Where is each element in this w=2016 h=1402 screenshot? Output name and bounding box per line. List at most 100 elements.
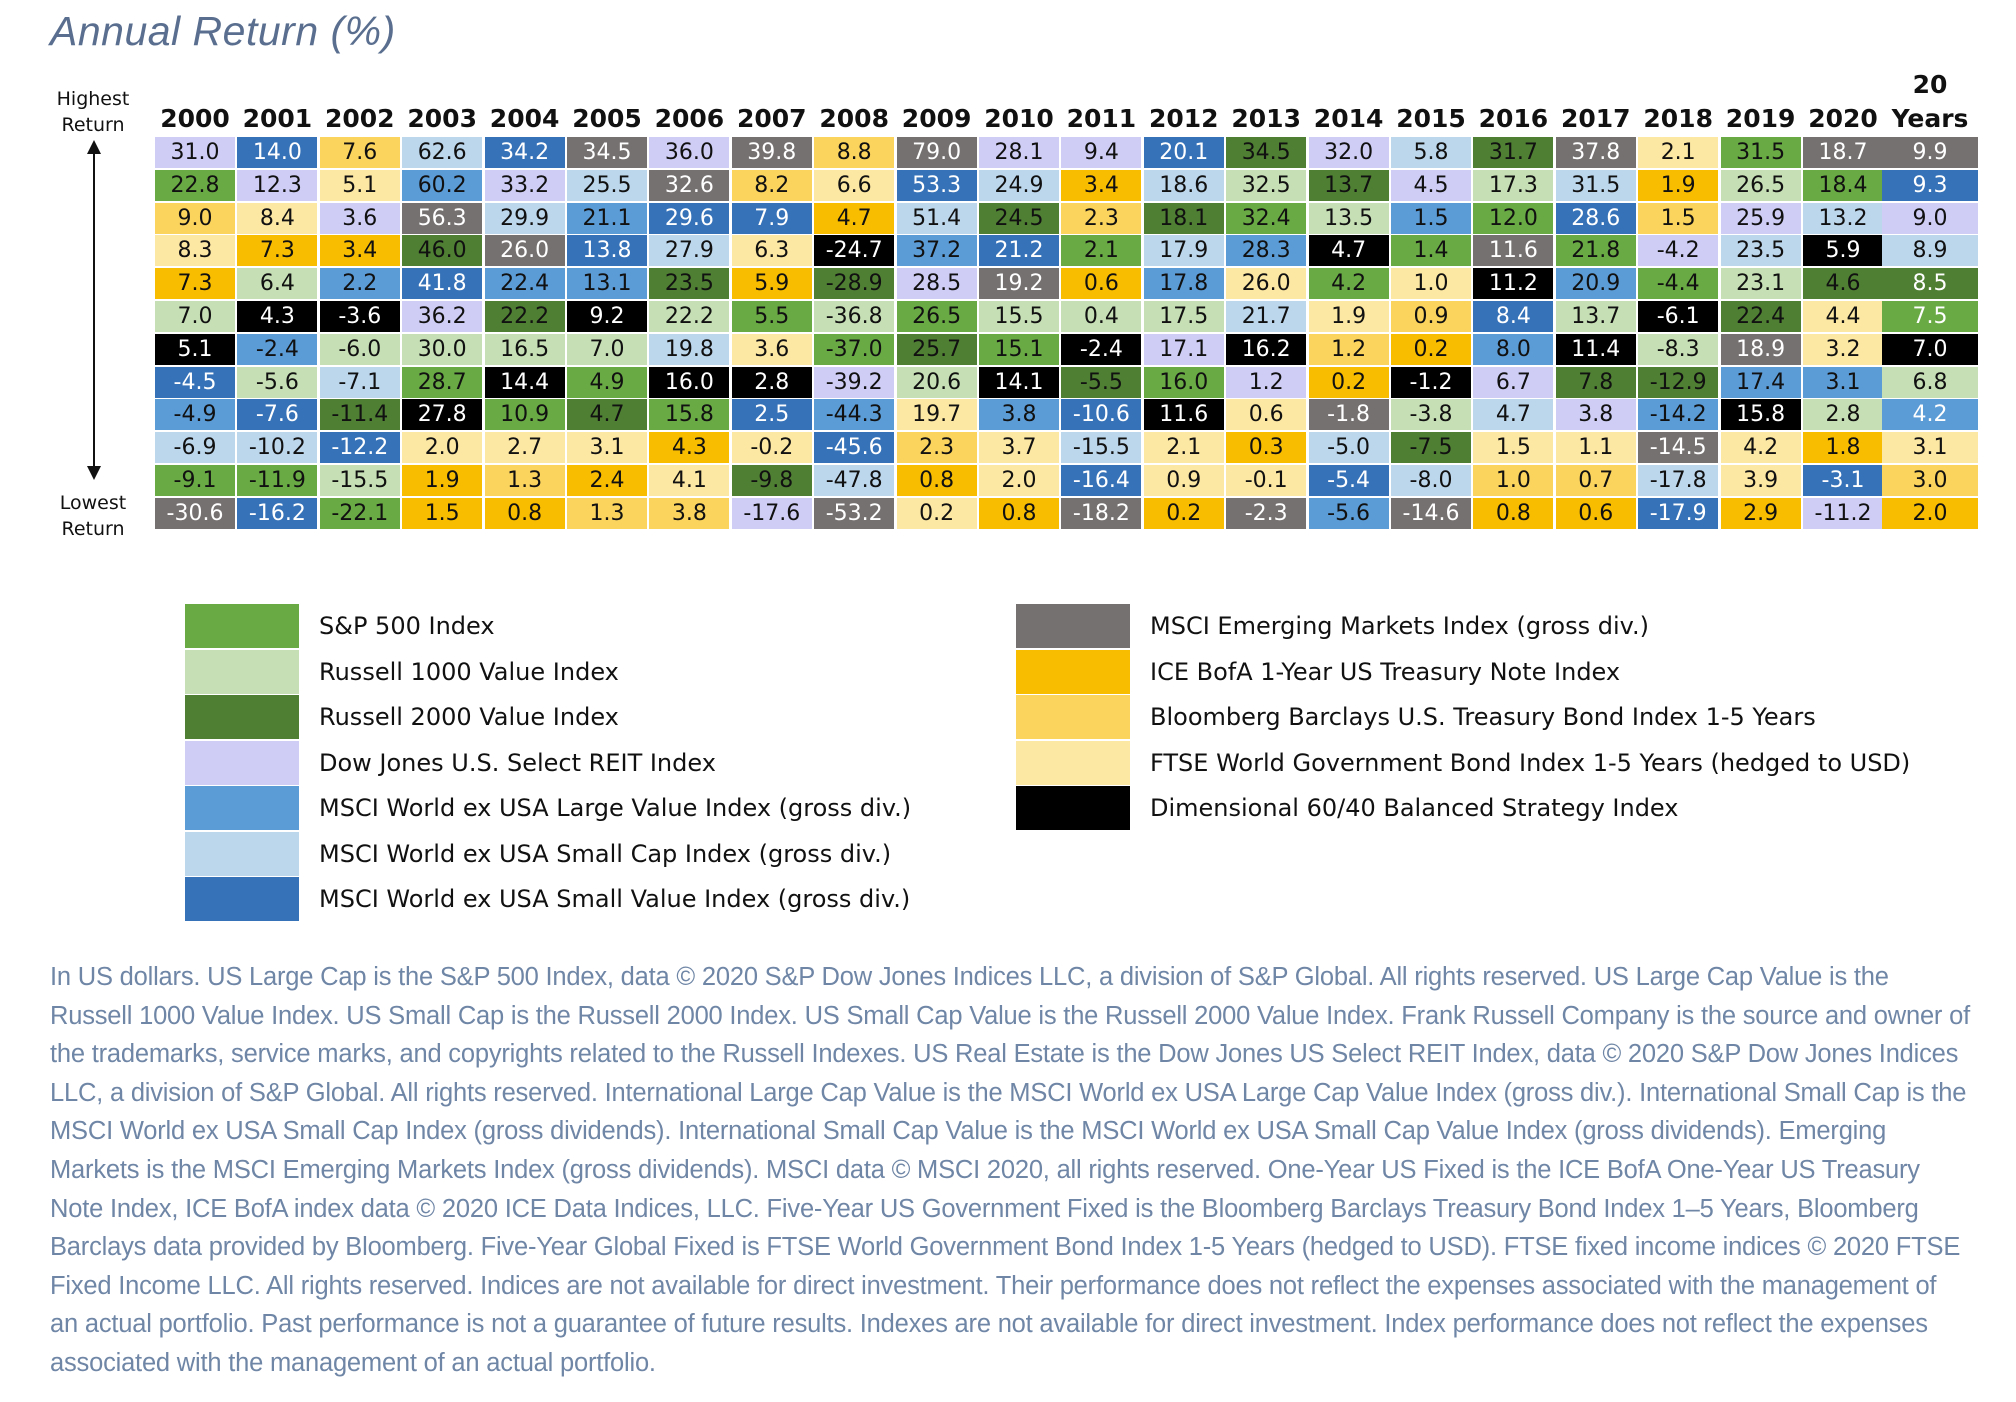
legend-swatch [185, 649, 299, 694]
year-header: 2010 [984, 104, 1054, 133]
return-cell: -3.6 [319, 301, 400, 332]
return-cell: 1.2 [1308, 333, 1389, 365]
return-cell: 22.4 [484, 268, 565, 300]
year-header: 2000 [160, 104, 230, 133]
return-cell: 4.7 [1308, 235, 1389, 267]
return-cell: 9.0 [155, 202, 235, 234]
arrow-up-icon [87, 140, 101, 154]
return-cell: 16.2 [1226, 333, 1307, 365]
return-cell: 3.9 [1720, 465, 1801, 496]
return-cell: -24.7 [814, 235, 895, 267]
return-cell: 79.0 [896, 137, 977, 168]
return-cell: 26.0 [484, 235, 565, 267]
return-cell: 14.4 [484, 366, 565, 398]
chart-title: Annual Return (%) [50, 8, 396, 54]
return-cell: -18.2 [1061, 497, 1142, 529]
twenty-year-cell: 8.9 [1882, 235, 1978, 267]
return-cell: 2.1 [1638, 137, 1719, 168]
return-cell: 1.9 [1638, 169, 1719, 201]
return-cell: 11.6 [1143, 399, 1224, 431]
return-cell: 13.8 [567, 235, 647, 267]
return-cell: 32.6 [649, 169, 730, 201]
return-cell: 19.2 [979, 268, 1059, 300]
return-cell: 10.9 [484, 399, 565, 431]
return-cell: 4.2 [1308, 268, 1389, 300]
return-cell: 7.3 [237, 235, 318, 267]
return-cell: 3.1 [1803, 366, 1883, 398]
return-cell: 22.2 [649, 301, 730, 332]
return-cell: 8.4 [1473, 301, 1554, 332]
return-cell: 17.9 [1143, 235, 1224, 267]
return-cell: 2.0 [979, 465, 1059, 496]
return-cell: 11.2 [1473, 268, 1554, 300]
return-cell: 9.2 [567, 301, 647, 332]
return-cell: -7.5 [1391, 432, 1471, 464]
return-cell: 3.1 [567, 432, 647, 464]
return-cell: -9.1 [155, 465, 235, 496]
return-cell: -12.9 [1638, 366, 1719, 398]
return-cell: 0.8 [896, 465, 977, 496]
return-cell: -4.4 [1638, 268, 1719, 300]
return-cell: -7.1 [319, 366, 400, 398]
return-cell: 2.9 [1720, 497, 1801, 529]
return-cell: 1.2 [1226, 366, 1307, 398]
legend-label: Dimensional 60/40 Balanced Strategy Inde… [1150, 794, 1679, 822]
legend-swatch [1016, 786, 1130, 830]
twenty-year-cell: 3.0 [1882, 465, 1978, 496]
return-cell: 2.2 [319, 268, 400, 300]
return-cell: 4.7 [814, 202, 895, 234]
return-cell: 13.1 [567, 268, 647, 300]
return-cell: 13.2 [1803, 202, 1883, 234]
return-cell: 1.9 [1308, 301, 1389, 332]
legend-label: S&P 500 Index [319, 612, 495, 640]
return-cell: 1.5 [1391, 202, 1471, 234]
return-cell: 18.9 [1720, 333, 1801, 365]
return-cell: 29.9 [484, 202, 565, 234]
return-cell: -5.4 [1308, 465, 1389, 496]
lowest-label-line1: Lowest [59, 492, 127, 514]
return-cell: 0.9 [1143, 465, 1224, 496]
year-header: 2001 [242, 104, 313, 133]
return-cell: 17.5 [1143, 301, 1224, 332]
return-cell: 20.1 [1143, 137, 1224, 168]
return-cell: 30.0 [402, 333, 483, 365]
legend-swatch [1016, 649, 1130, 694]
return-cell: 28.6 [1555, 202, 1636, 234]
return-cell: 1.5 [1638, 202, 1719, 234]
return-cell: 9.4 [1061, 137, 1142, 168]
return-cell: 3.6 [319, 202, 400, 234]
year-header: 2019 [1725, 104, 1796, 133]
legend-item: ICE BofA 1-Year US Treasury Note Index [1016, 649, 1620, 694]
returns-grid: 2000 31.0 22.8 9.0 8.3 7.3 7.0 5.1 -4.5 -4.9 -6.9-… [0, 0, 2016, 560]
return-cell: 1.0 [1391, 268, 1471, 300]
return-cell: 12.3 [237, 169, 318, 201]
return-cell: 3.4 [1061, 169, 1142, 201]
return-cell: -5.0 [1308, 432, 1389, 464]
return-cell: 56.3 [402, 202, 483, 234]
return-cell: -2.4 [237, 333, 318, 365]
return-cell: 0.2 [1308, 366, 1389, 398]
return-cell: 2.4 [567, 465, 647, 496]
legend-swatch [1016, 604, 1130, 648]
year-header: 2016 [1478, 104, 1549, 133]
return-cell: -8.3 [1638, 333, 1719, 365]
return-cell: 25.7 [896, 333, 977, 365]
return-cell: 6.3 [731, 235, 812, 267]
return-cell: -15.5 [319, 465, 400, 496]
return-cell: 2.7 [484, 432, 565, 464]
return-cell: 16.0 [1143, 366, 1224, 398]
return-cell: -11.4 [319, 399, 400, 431]
return-cell: -4.2 [1638, 235, 1719, 267]
return-cell: -8.0 [1391, 465, 1471, 496]
twenty-year-cell: 8.5 [1882, 268, 1978, 300]
return-cell: 2.8 [1803, 399, 1883, 431]
legend-item: FTSE World Government Bond Index 1-5 Yea… [1016, 740, 1910, 785]
year-header: 2007 [737, 104, 807, 133]
return-cell: -14.6 [1391, 497, 1471, 529]
twenty-year-cell: 6.8 [1882, 366, 1978, 398]
return-cell: 6.4 [237, 268, 318, 300]
legend-swatch [185, 740, 299, 785]
legend-label: MSCI Emerging Markets Index (gross div.) [1150, 612, 1649, 640]
return-cell: 13.7 [1308, 169, 1389, 201]
return-cell: -0.1 [1226, 465, 1307, 496]
